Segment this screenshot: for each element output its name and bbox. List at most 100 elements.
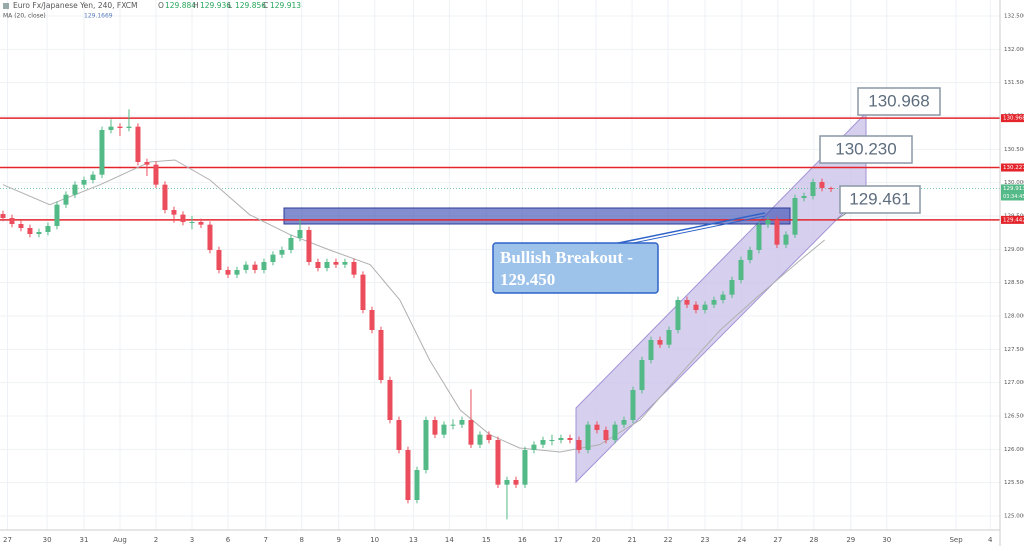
candle-body — [603, 430, 609, 440]
candle-body — [468, 420, 474, 445]
x-tick-label: 7 — [264, 536, 268, 544]
candle-body — [306, 230, 312, 262]
candle-body — [27, 228, 33, 234]
candle-body — [522, 450, 528, 485]
candle-body — [0, 214, 6, 218]
x-tick-label: 8 — [300, 536, 304, 544]
candle-body — [261, 262, 267, 270]
indicator-value: 129.1669 — [84, 13, 113, 20]
candle-body — [486, 434, 492, 440]
candle-body — [819, 182, 825, 188]
candle-body — [765, 220, 771, 225]
candle-body — [828, 188, 834, 189]
candle-body — [396, 420, 402, 450]
candle-body — [738, 260, 744, 280]
candle-body — [297, 230, 303, 238]
candle-body — [711, 300, 717, 305]
candle-body — [351, 262, 357, 275]
candle-body — [369, 310, 375, 330]
candle-body — [774, 220, 780, 245]
ohlc-low: 129.856 — [235, 1, 266, 10]
candle-body — [549, 440, 555, 441]
candle-body — [729, 280, 735, 295]
candle-body — [639, 360, 645, 390]
x-tick-label: 20 — [592, 536, 601, 544]
candle-body — [360, 274, 366, 310]
candle-body — [531, 444, 537, 450]
candle-body — [414, 470, 420, 500]
x-tick-label: Aug — [113, 536, 127, 544]
candle-body — [126, 126, 132, 128]
callout-label: 130.230 — [835, 139, 896, 158]
candle-body — [207, 224, 213, 250]
candle-body — [441, 424, 447, 435]
y-tick-label: 127.000 — [1004, 380, 1024, 386]
candle-body — [594, 424, 600, 430]
x-tick-label: 6 — [226, 536, 231, 544]
x-tick-label: 27 — [3, 536, 12, 544]
x-tick-label: 17 — [554, 536, 563, 544]
candle-body — [675, 300, 681, 330]
candle-body — [747, 250, 753, 260]
x-tick-label: 24 — [737, 536, 746, 544]
y-tick-label: 128.000 — [1004, 314, 1024, 320]
candle-body — [180, 214, 186, 222]
candle-body — [162, 184, 168, 210]
candle-body — [648, 340, 654, 360]
candle-body — [684, 300, 690, 305]
breakout-zone — [283, 207, 791, 225]
callout-label: 129.461 — [849, 189, 910, 208]
candle-body — [540, 440, 546, 445]
axis: 125.000 125.500 126.000 126.500 127.000 127.5… — [3, 14, 1024, 544]
callout-box — [492, 242, 659, 294]
candle-body — [234, 270, 240, 275]
x-tick-label: 30 — [882, 536, 891, 544]
candle-body — [567, 438, 573, 440]
candle-body — [144, 162, 150, 165]
candle-body — [81, 180, 87, 185]
candle-body — [630, 390, 636, 420]
candle-body — [450, 424, 456, 426]
marks — [0, 109, 834, 520]
candle-body — [63, 194, 69, 205]
price-level-tag — [1001, 114, 1024, 123]
callout-label: 129.450 — [500, 270, 555, 289]
x-tick-label: 13 — [409, 536, 418, 544]
callout-box — [819, 135, 913, 164]
y-tick-label: 130.500 — [1004, 147, 1024, 153]
candle-body — [387, 380, 393, 420]
y-tick-label: 132.000 — [1004, 47, 1024, 53]
candle-body — [315, 262, 321, 268]
candle-body — [216, 250, 222, 270]
candle-body — [198, 222, 204, 225]
candle-body — [756, 224, 762, 250]
callout-label: 130.968 — [868, 91, 929, 110]
candle-body — [9, 218, 15, 224]
candle-body — [342, 262, 348, 265]
candle-body — [621, 420, 627, 425]
ohlc-open-label: O — [158, 1, 164, 10]
candle-body — [243, 264, 249, 270]
x-tick-label: 14 — [445, 536, 454, 544]
candle-body — [405, 450, 411, 500]
candle-body — [378, 330, 384, 380]
candle-body — [657, 340, 663, 345]
x-tick-label: 29 — [846, 536, 855, 544]
indicator-name: MA (20, close) — [3, 13, 46, 20]
price-level-tag — [1001, 163, 1024, 172]
y-tick-label: 128.500 — [1004, 280, 1024, 286]
candle-body — [513, 480, 519, 485]
callout-box — [857, 87, 941, 116]
candle-body — [558, 438, 564, 440]
callout-box — [839, 185, 921, 214]
x-tick-label: 4 — [988, 536, 993, 544]
price-level-label: 129.442 — [1003, 217, 1024, 223]
x-tick-label: 30 — [43, 536, 52, 544]
moving-average — [2, 159, 825, 453]
x-tick-label: 16 — [518, 536, 527, 544]
ohlc-close: 129.913 — [270, 1, 301, 10]
symbol-icon — [3, 3, 9, 9]
candle-body — [585, 424, 591, 450]
candle-body — [54, 204, 60, 226]
